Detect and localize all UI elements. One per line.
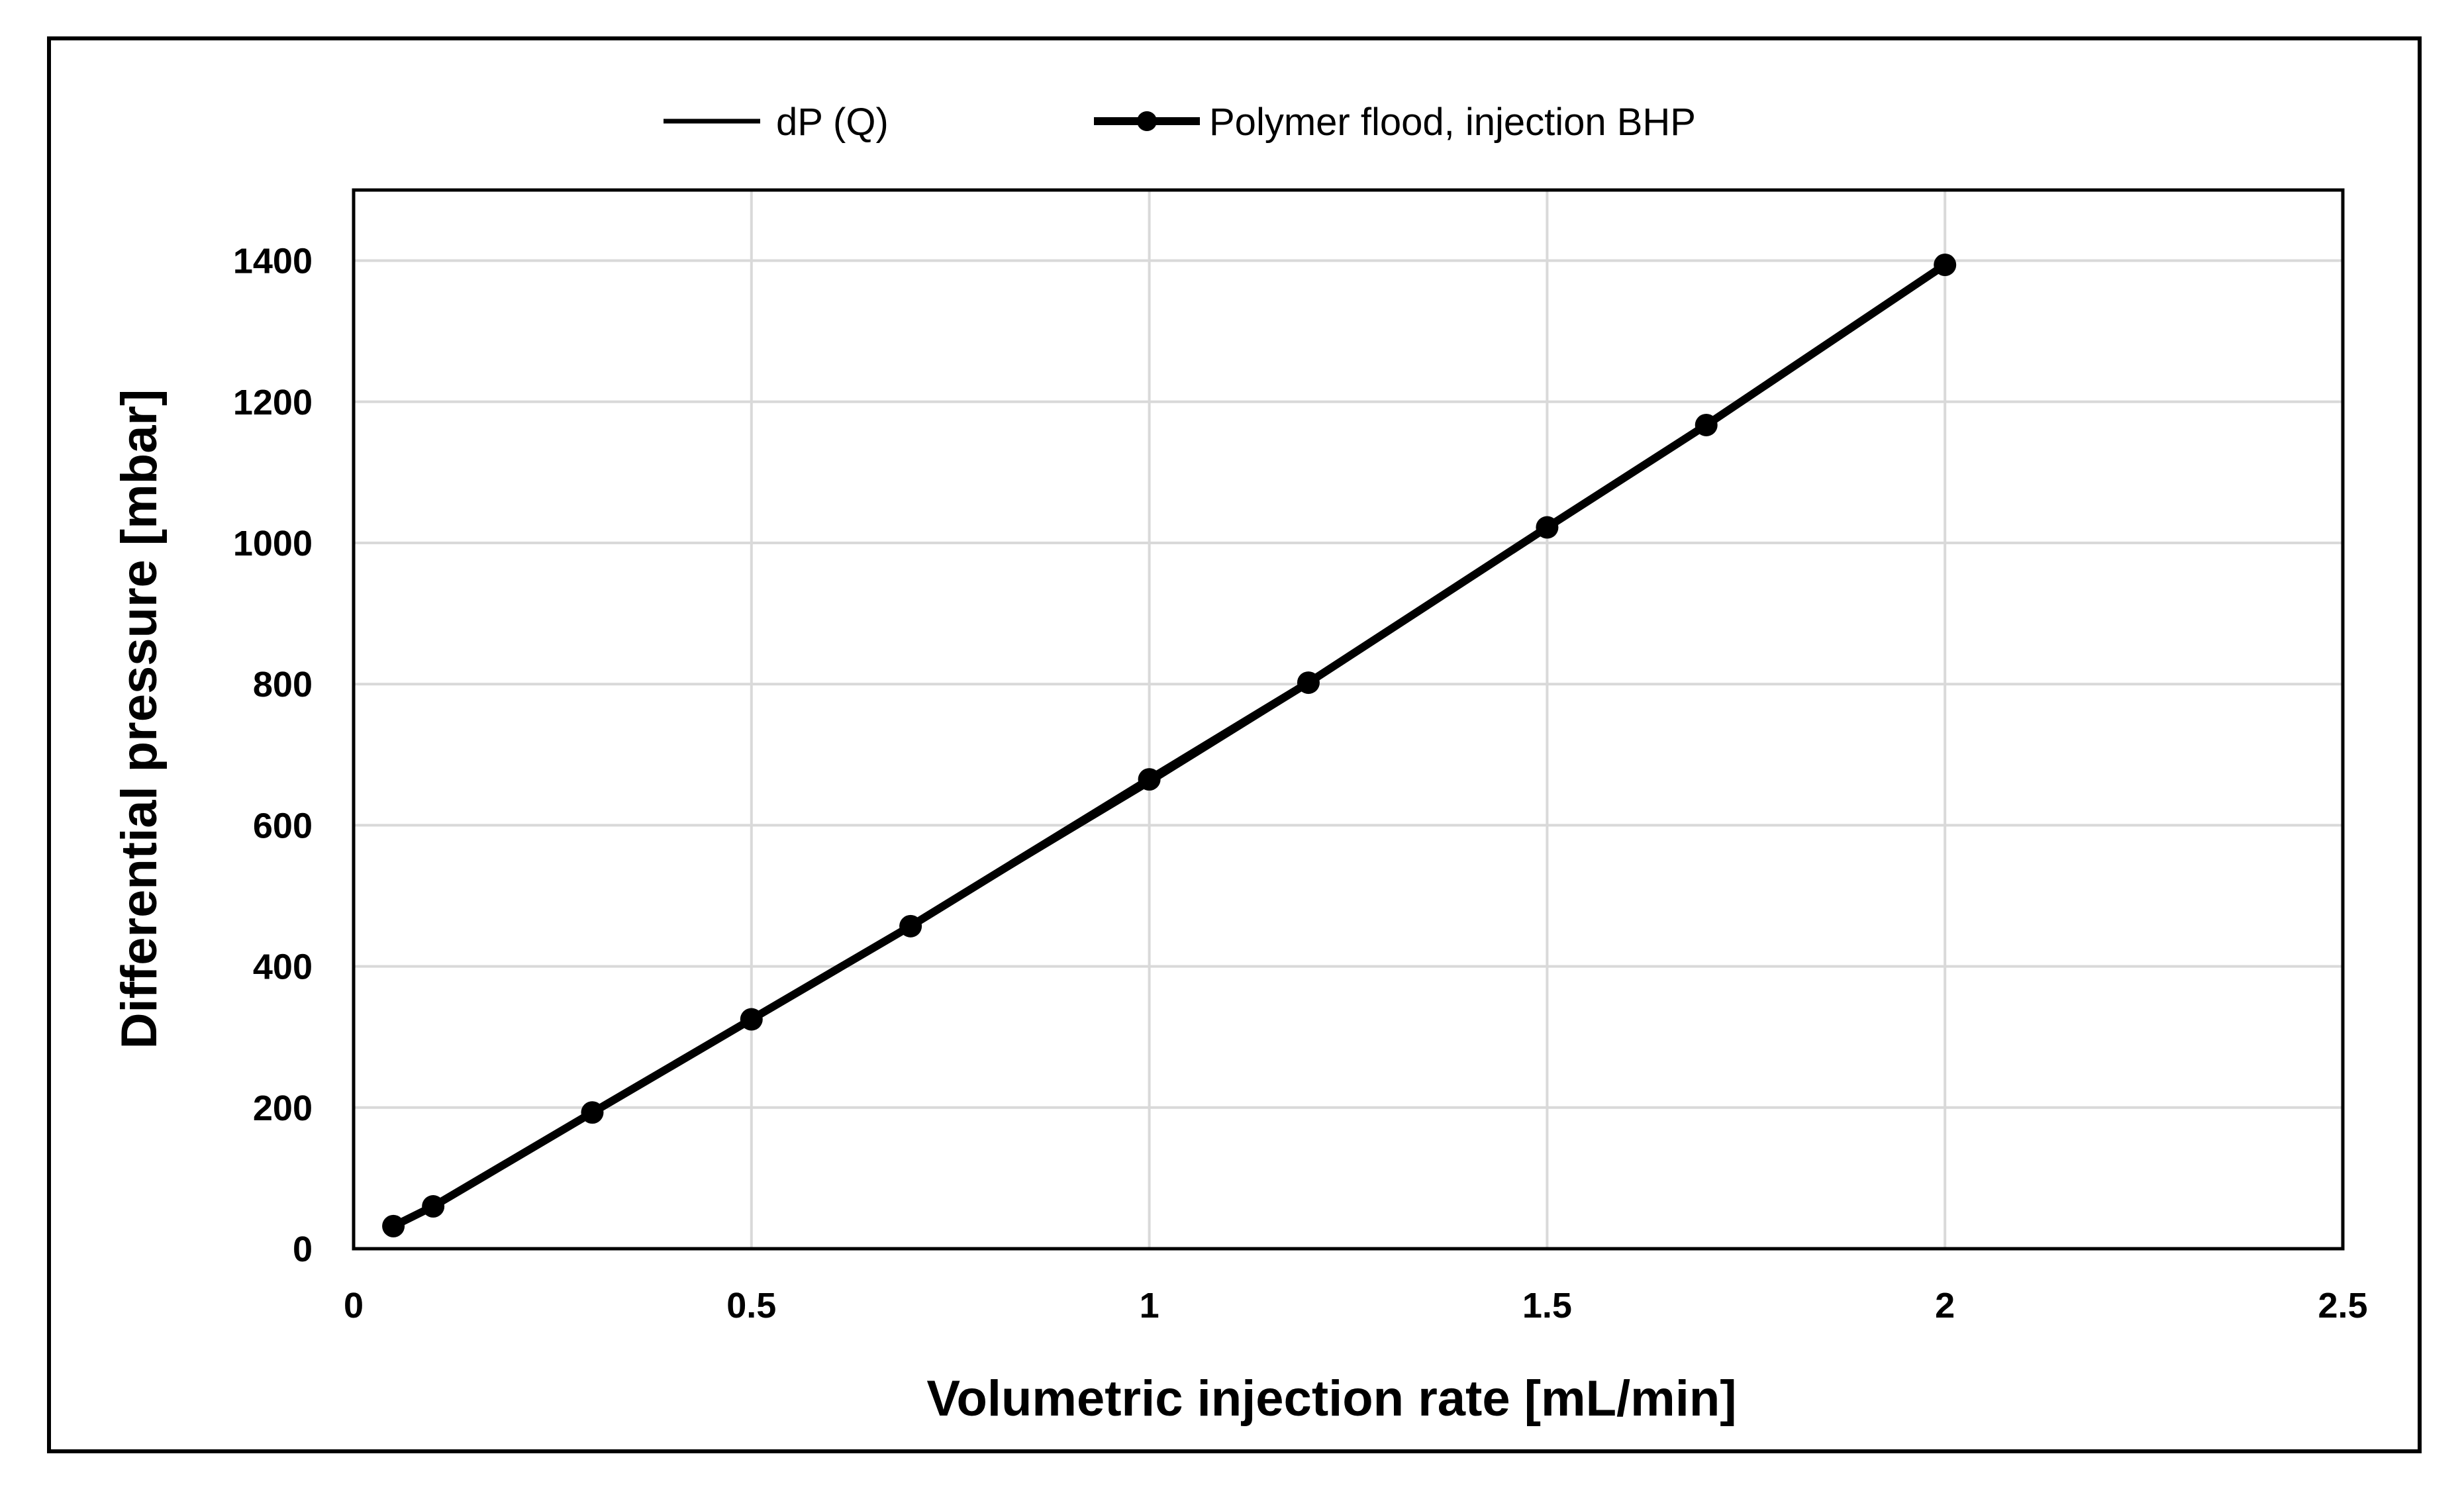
data-point [382, 1214, 405, 1237]
x-axis-title: Volumetric injection rate [mL/min] [926, 1371, 1736, 1427]
data-point [1138, 768, 1161, 791]
data-point [899, 914, 922, 938]
x-tick-label: 2 [1935, 1286, 1955, 1326]
legend-label-polymer-flood: Polymer flood, injection BHP [1209, 101, 1696, 144]
x-tick-label: 0.5 [726, 1286, 776, 1326]
y-tick-label: 600 [253, 806, 313, 845]
data-point [1536, 516, 1559, 539]
chart-frame [47, 36, 2422, 1453]
data-point [422, 1195, 445, 1218]
y-tick-label: 1000 [233, 524, 313, 563]
series-line-0 [391, 264, 1948, 1229]
y-tick-label: 0 [293, 1230, 313, 1269]
series-layer [382, 253, 1957, 1237]
series-line-1 [389, 261, 1949, 1230]
y-tick-label: 800 [253, 665, 313, 704]
y-tick-label: 1200 [233, 383, 313, 422]
y-tick-label: 1400 [233, 242, 313, 281]
data-point [1934, 253, 1957, 276]
data-point [740, 1008, 763, 1031]
data-point [581, 1101, 604, 1124]
data-point [1695, 413, 1718, 436]
legend-marker-polymer-flood [1137, 111, 1157, 131]
plot-area [352, 188, 2345, 1251]
x-tick-label: 1 [1140, 1286, 1159, 1326]
x-tick-label: 2.5 [2318, 1286, 2367, 1326]
x-tick-label: 1.5 [1522, 1286, 1572, 1326]
y-tick-label: 400 [253, 947, 313, 987]
grid [354, 190, 2343, 1249]
legend: dP (Q) Polymer flood, injection BHP [664, 101, 1696, 144]
tick-layer: 0 0.5 1 1.5 2 2.5 0 200 400 600 800 1000 1200 1400 [233, 242, 2368, 1326]
y-tick-label: 200 [253, 1088, 313, 1128]
y-axis-title: Differential pressure [mbar] [111, 389, 168, 1049]
data-point [1297, 671, 1320, 695]
x-tick-label: 0 [344, 1286, 364, 1326]
legend-label-dp-q: dP (Q) [776, 101, 889, 144]
